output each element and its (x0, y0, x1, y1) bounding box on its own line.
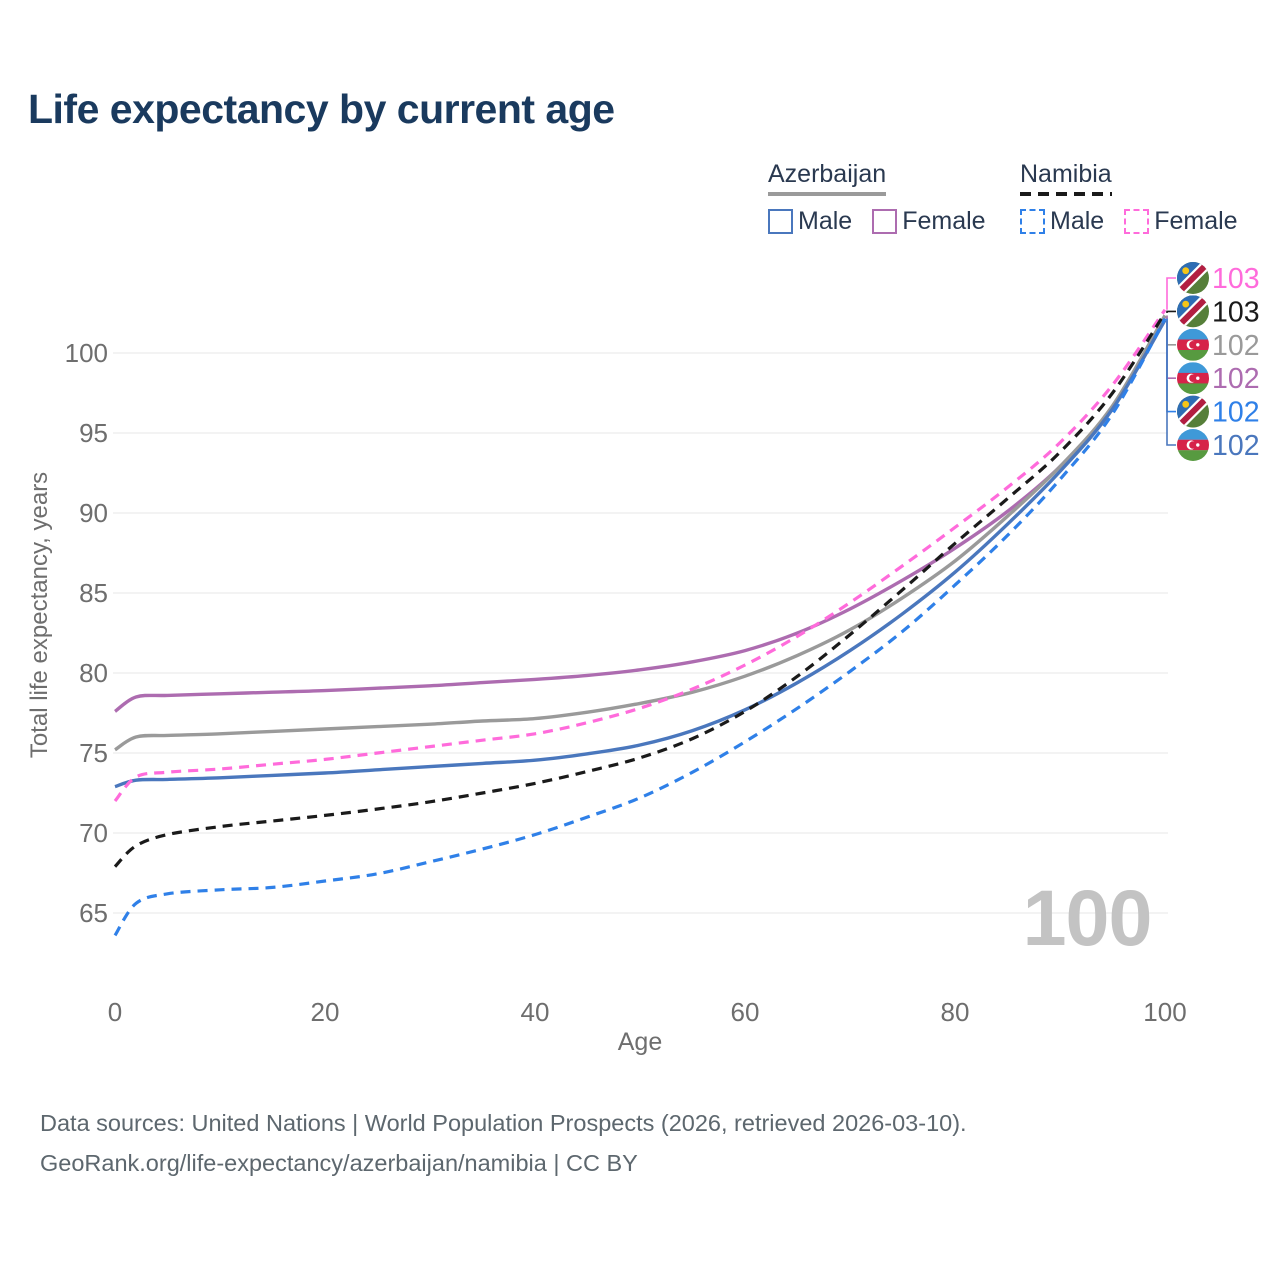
end-label-leader-namibia-female (1166, 277, 1176, 310)
end-label-leader-namibia-both-sexes (1166, 310, 1176, 313)
end-label-leader-azerbaijan-both-sexes (1166, 315, 1176, 346)
y-tick-label-65: 65 (79, 898, 108, 928)
series-line-azerbaijan-male[interactable] (114, 319, 1167, 789)
legend-group-azerbaijan: Azerbaijan Male Female (768, 160, 986, 236)
page-title: Life expectancy by current age (28, 86, 615, 132)
legend-toggle-namibia-male[interactable]: Male (1020, 207, 1104, 236)
end-value-label-namibia-both-sexes: 103 (1212, 296, 1260, 328)
flag-icon-namibia (1177, 295, 1209, 328)
y-tick-label-90: 90 (79, 498, 108, 528)
flag-icon-azerbaijan (1177, 362, 1209, 395)
flag-icon-azerbaijan (1177, 328, 1209, 361)
x-tick-label-20: 20 (311, 997, 340, 1027)
footer-data-sources: Data sources: United Nations | World Pop… (40, 1110, 967, 1136)
age-counter-watermark: 100 (1022, 873, 1153, 962)
legend-toggle-azerbaijan-male[interactable]: Male (768, 207, 852, 236)
legend-swatch-azerbaijan-female (872, 209, 898, 234)
end-value-label-azerbaijan-male: 102 (1212, 430, 1260, 462)
legend-label-azerbaijan-female: Female (902, 207, 986, 235)
y-tick-label-100: 100 (65, 338, 108, 368)
legend-label-azerbaijan-male: Male (798, 207, 853, 235)
legend-linestyle-dashed-swatch (1020, 192, 1112, 196)
footer-georank-link: GeoRank.org/life-expectancy/azerbaijan/n… (40, 1150, 638, 1176)
y-tick-label-80: 80 (79, 658, 108, 688)
x-tick-label-40: 40 (521, 997, 550, 1027)
legend-group-namibia: Namibia Male Female (1020, 160, 1238, 236)
flag-icon-azerbaijan (1177, 429, 1209, 461)
end-value-label-azerbaijan-both-sexes: 102 (1212, 330, 1260, 362)
end-value-label-azerbaijan-female: 102 (1212, 363, 1260, 395)
legend-toggle-namibia-female[interactable]: Female (1124, 207, 1238, 236)
x-tick-label-60: 60 (731, 997, 760, 1027)
end-label-leader-azerbaijan-female (1166, 316, 1176, 379)
legend-linestyle-solid-swatch (768, 192, 887, 196)
legend-label-namibia-female: Female (1154, 207, 1238, 235)
end-label-leader-azerbaijan-male (1166, 320, 1176, 446)
y-tick-label-70: 70 (79, 818, 108, 848)
legend-toggle-azerbaijan-female[interactable]: Female (872, 207, 986, 236)
flag-icon-namibia (1177, 262, 1209, 294)
series-line-azerbaijan-both-sexes[interactable] (114, 314, 1167, 752)
x-tick-label-0: 0 (108, 997, 122, 1027)
legend-swatch-azerbaijan-male (768, 209, 793, 234)
chart-footer: Data sources: United Nations | World Pop… (40, 1103, 967, 1183)
end-value-label-namibia-male: 102 (1212, 397, 1260, 429)
series-line-namibia-male[interactable] (113, 317, 1167, 937)
flag-icon-namibia (1177, 395, 1209, 428)
y-tick-label-85: 85 (79, 578, 108, 608)
end-value-label-namibia-female: 103 (1212, 263, 1260, 295)
legend-country-namibia[interactable]: Namibia (1020, 160, 1112, 188)
y-tick-label-75: 75 (79, 738, 108, 768)
y-tick-label-95: 95 (79, 418, 108, 448)
legend-country-azerbaijan[interactable]: Azerbaijan (768, 160, 887, 188)
y-axis-title: Total life expectancy, years (26, 472, 53, 758)
x-tick-label-80: 80 (941, 997, 970, 1027)
series-line-namibia-both-sexes[interactable] (113, 312, 1167, 868)
x-tick-label-100: 100 (1143, 997, 1186, 1027)
legend-swatch-namibia-male (1020, 209, 1045, 234)
series-line-namibia-female[interactable] (113, 308, 1167, 803)
end-label-leader-namibia-male (1166, 318, 1176, 413)
legend-swatch-namibia-female (1124, 209, 1150, 234)
legend-label-namibia-male: Male (1050, 207, 1105, 235)
series-line-azerbaijan-female[interactable] (113, 315, 1167, 713)
x-axis-title: Age (618, 1028, 662, 1056)
